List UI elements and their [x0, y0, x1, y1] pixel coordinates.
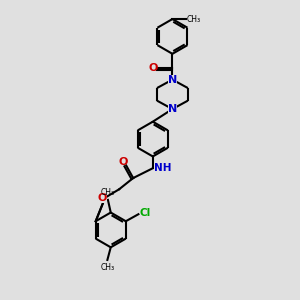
Text: NH: NH	[154, 163, 172, 173]
Text: O: O	[98, 193, 107, 203]
Text: N: N	[168, 75, 177, 85]
Text: Cl: Cl	[140, 208, 151, 218]
Text: CH₃: CH₃	[101, 188, 115, 197]
Text: O: O	[148, 63, 158, 73]
Text: CH₃: CH₃	[187, 14, 201, 23]
Text: CH₃: CH₃	[101, 263, 115, 272]
Text: N: N	[168, 104, 177, 114]
Text: O: O	[119, 157, 128, 167]
